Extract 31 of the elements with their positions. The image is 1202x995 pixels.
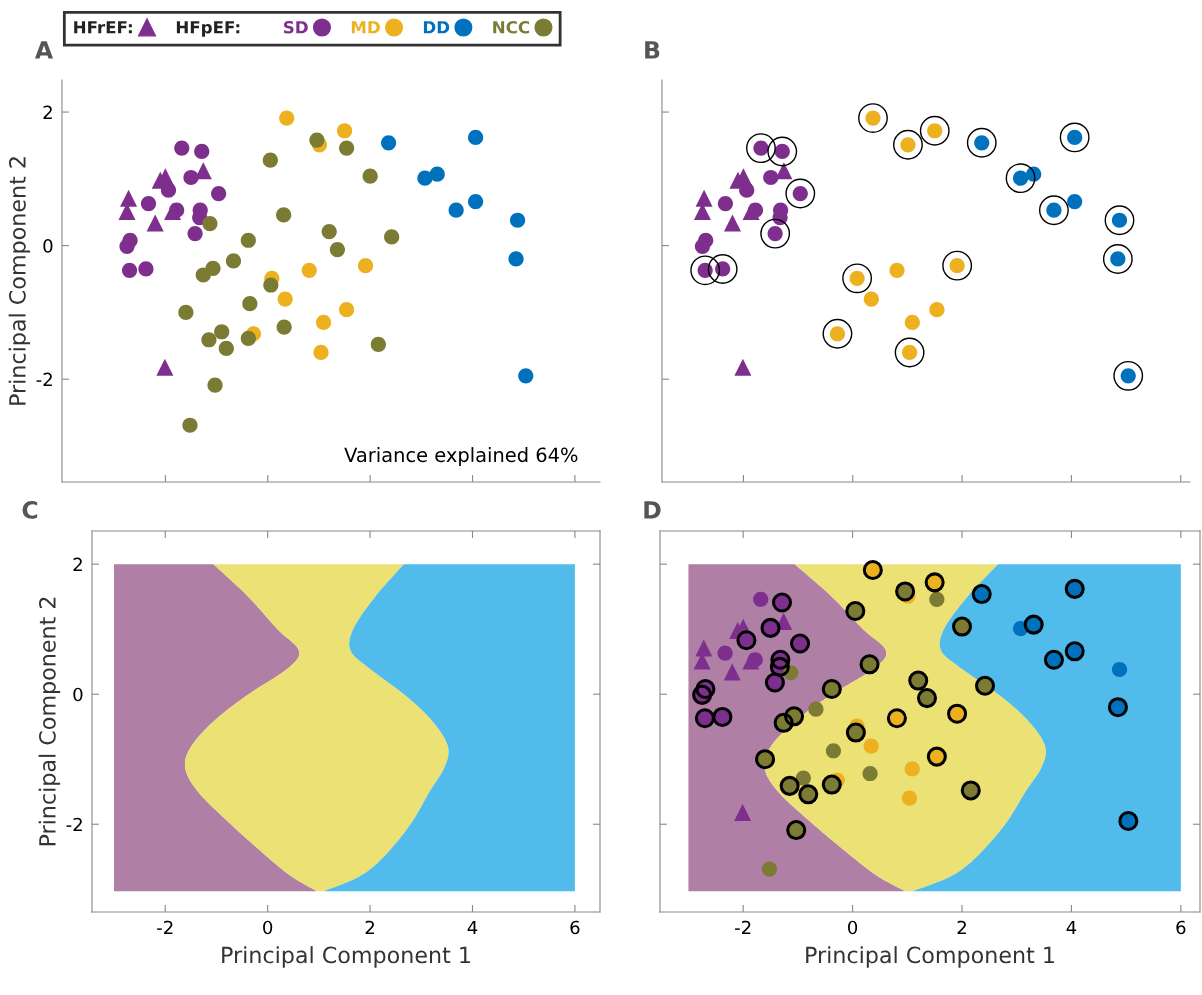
x-tick-label: 0 <box>263 920 273 935</box>
x-tick-label: 2 <box>365 920 374 935</box>
x-tick-label: -2 <box>735 920 751 935</box>
x-tick-label: -2 <box>157 920 173 935</box>
chart-title: B <box>645 41 660 59</box>
x-tick-label: 6 <box>1176 920 1186 935</box>
y-tick-label: -2 <box>66 817 82 832</box>
chart-title: A <box>34 41 54 59</box>
y-axis-title: Principal Component 2 <box>38 597 61 846</box>
legend-label: MD <box>351 21 380 34</box>
legend-title: HFpEF: <box>176 21 240 37</box>
x-tick-label: 2 <box>957 920 966 935</box>
y-axis-title: Principal Component 2 <box>8 157 31 405</box>
y-tick-label: 2 <box>43 105 52 119</box>
annotation: Variance explained 64% <box>344 447 578 466</box>
x-axis-title: Principal Component 1 <box>806 946 1054 968</box>
y-tick-label: 0 <box>43 239 53 253</box>
chart-title: C <box>22 500 38 519</box>
x-axis-title: Principal Component 1 <box>222 946 470 968</box>
legend-label: NCC <box>493 20 530 34</box>
x-tick-label: 6 <box>570 920 580 935</box>
x-tick-label: 4 <box>467 920 478 935</box>
legend-label: SD <box>283 20 308 34</box>
legend-label: HFrEF: <box>74 21 132 34</box>
legend-label: DD <box>423 21 450 34</box>
x-tick-label: 4 <box>1066 920 1077 935</box>
y-tick-label: 0 <box>73 687 83 702</box>
x-tick-label: 0 <box>848 920 858 935</box>
y-tick-label: 2 <box>73 557 82 572</box>
chart-title: D <box>644 501 661 519</box>
y-tick-label: -2 <box>36 372 52 387</box>
